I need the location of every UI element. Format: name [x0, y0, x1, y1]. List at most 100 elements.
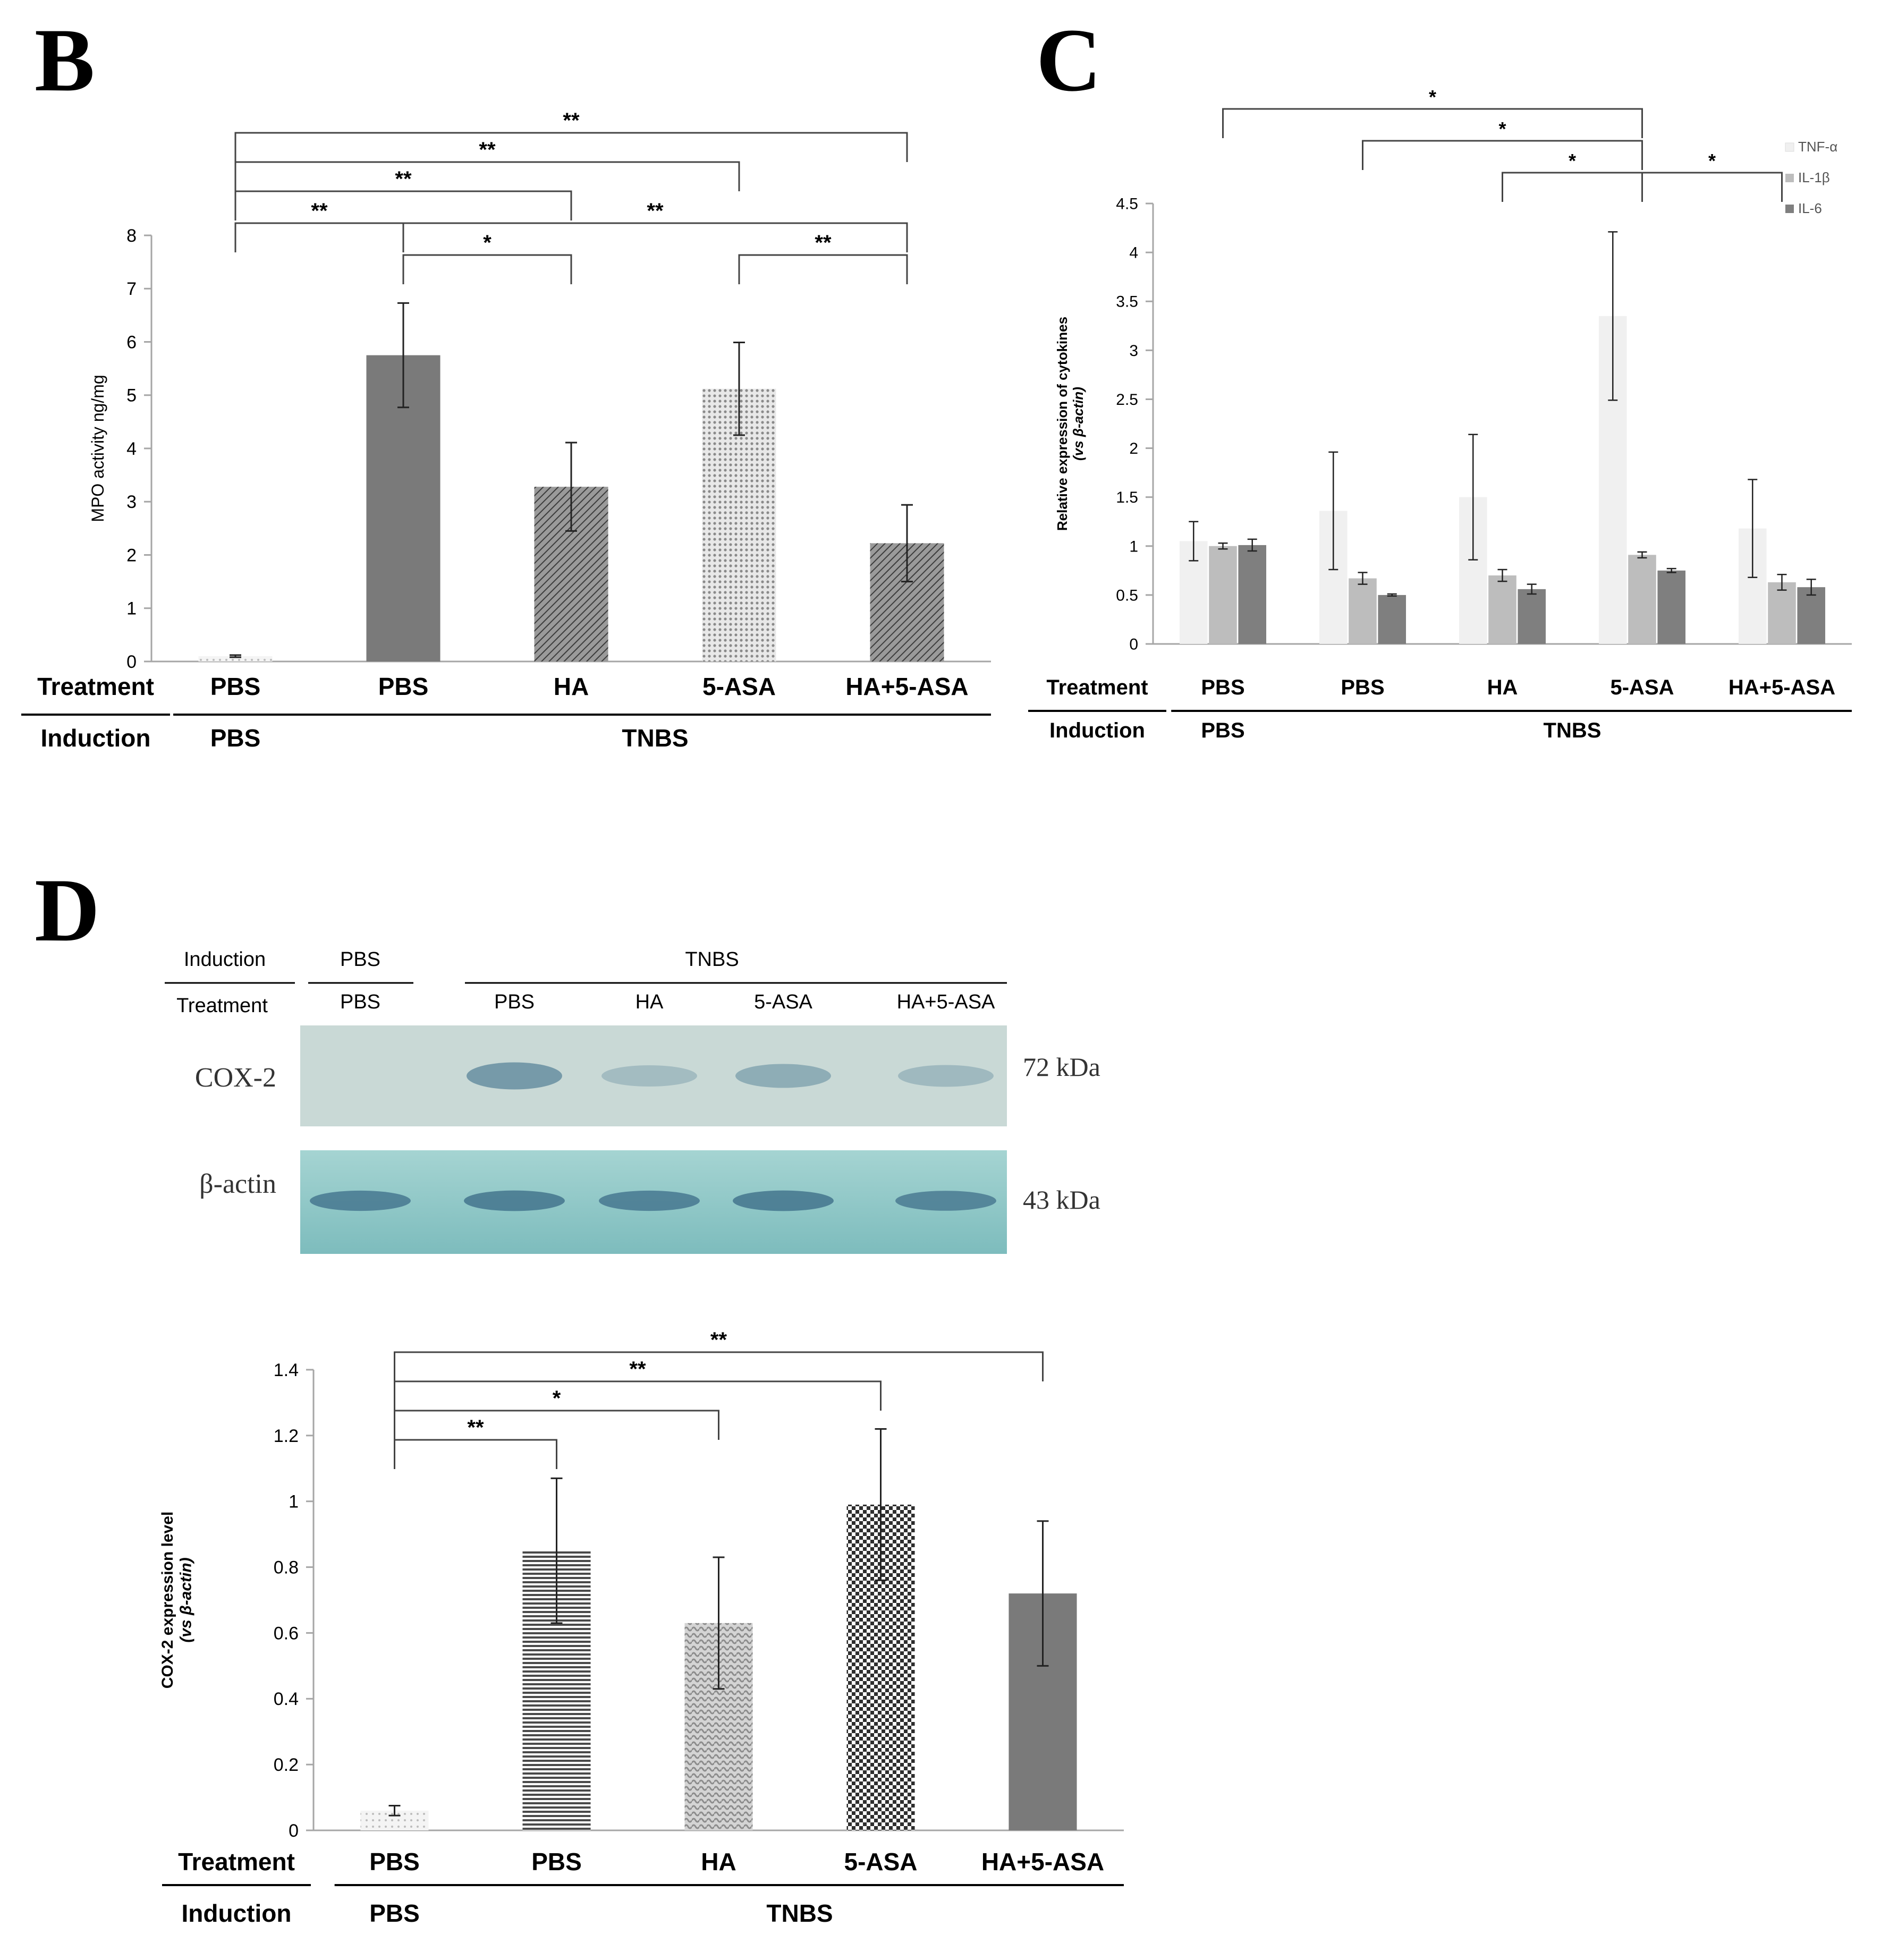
y-tick-label: 2 [1129, 440, 1138, 457]
blot-row-label: COX-2 [195, 1063, 276, 1093]
induction-group-label: TNBS [1544, 719, 1602, 742]
category-label: PBS [1341, 676, 1384, 699]
significance-label: ** [395, 167, 412, 191]
row-label-induction: Induction [41, 724, 151, 752]
y-tick-label: 1 [289, 1492, 299, 1512]
category-label: PBS [369, 1848, 420, 1876]
category-label: HA [701, 1848, 736, 1876]
y-tick-label: 2.5 [1116, 391, 1138, 409]
legend-label: IL-1β [1798, 169, 1830, 185]
legend-label: TNF-α [1798, 139, 1837, 155]
blot-lane-label: PBS [494, 991, 535, 1013]
panel-letter-c: C [1036, 10, 1101, 110]
western-blot-cox2: Induction Treatment PBS TNBS PBS PBS HA 5-ASA HA… [165, 948, 1100, 1254]
y-tick-label: 7 [126, 279, 137, 299]
legend-swatch [1785, 174, 1794, 182]
significance-label: ** [815, 231, 832, 254]
bar-il1 [1768, 582, 1796, 644]
y-axis-label-secondary: (vs β-actin) [1070, 387, 1086, 461]
bar-1 [198, 656, 273, 661]
chart-d-cox2-expression: 0 0.2 0.4 0.6 0.8 1 1.2 1.4 COX-2 expression lev… [159, 1328, 1124, 1927]
y-tick-label: 4.5 [1116, 196, 1138, 213]
y-tick-label: 0.8 [274, 1557, 299, 1577]
significance-label: * [1708, 150, 1716, 172]
significance-bracket [394, 1351, 1044, 1381]
panel-letter-b: B [35, 10, 95, 110]
induction-group-label: PBS [369, 1899, 420, 1927]
legend-swatch [1785, 205, 1794, 213]
y-axis-label: MPO activity ng/mg [88, 375, 107, 522]
significance-label: * [553, 1387, 561, 1410]
y-tick-label: 4 [126, 439, 137, 459]
y-tick-label: 1 [126, 599, 137, 619]
significance-label: ** [710, 1328, 727, 1352]
bar-il6 [1238, 545, 1267, 644]
category-label: 5-ASA [844, 1848, 917, 1876]
category-label: 5-ASA [702, 673, 776, 700]
y-tick-label: 3.5 [1116, 293, 1138, 311]
significance-label: ** [629, 1357, 646, 1381]
y-axis-label-secondary: (vs β-actin) [177, 1557, 195, 1642]
blot-strip-cox2 [300, 1025, 1007, 1126]
induction-group-label: PBS [210, 724, 261, 752]
bar-il1 [1628, 555, 1656, 644]
category-label: HA [554, 673, 589, 700]
y-tick-label: 0.4 [274, 1689, 299, 1709]
blot-induction-group: PBS [340, 948, 380, 971]
bar-il1 [1488, 575, 1516, 644]
category-label: HA [1487, 676, 1518, 699]
category-label: PBS [378, 673, 429, 700]
blot-lane-label: 5-ASA [754, 991, 812, 1013]
row-label-induction: Induction [1049, 719, 1145, 742]
category-label: HA+5-ASA [981, 1848, 1104, 1876]
blot-row-label: β-actin [199, 1169, 276, 1199]
significance-bracket [1222, 108, 1643, 138]
blot-induction-group: TNBS [685, 948, 739, 971]
blot-band-cox2 [601, 1065, 697, 1087]
significance-bracket [402, 222, 908, 252]
row-label-treatment: Treatment [37, 673, 154, 700]
significance-bracket [234, 190, 572, 220]
blot-size-label: 43 kDa [1023, 1185, 1100, 1215]
blot-band-actin [599, 1190, 700, 1211]
y-tick-label: 0 [126, 652, 137, 672]
significance-label: * [1429, 86, 1436, 108]
bar-il6 [1378, 595, 1406, 644]
significance-bracket [1641, 172, 1783, 202]
y-tick-label: 5 [126, 386, 137, 406]
significance-label: ** [563, 109, 580, 132]
row-label-treatment: Treatment [1046, 676, 1148, 699]
significance-bracket [402, 254, 572, 284]
blot-band-cox2 [898, 1065, 994, 1087]
significance-label: * [1498, 118, 1506, 140]
significance-bracket [234, 132, 908, 162]
bar-il6 [1797, 587, 1826, 644]
y-tick-label: 2 [126, 545, 137, 565]
y-tick-label: 1.2 [274, 1426, 299, 1446]
blot-band-cox2 [735, 1064, 831, 1088]
y-axis-label: Relative expression of cytokines [1054, 317, 1070, 531]
significance-label: * [483, 231, 492, 254]
chart-c-cytokines: 0 0.5 1 1.5 2 2.5 3 3.5 4 4.5 Relative expression … [1028, 86, 1852, 742]
bar-il1 [1209, 546, 1237, 644]
y-tick-label: 3 [1129, 342, 1138, 360]
significance-label: ** [479, 138, 496, 162]
significance-bracket [234, 222, 404, 252]
category-label: HA+5-ASA [1728, 676, 1835, 699]
blot-lane-label: PBS [340, 991, 380, 1013]
y-tick-label: 1.4 [274, 1360, 299, 1380]
y-tick-label: 0 [289, 1821, 299, 1841]
y-tick-label: 0 [1129, 636, 1138, 654]
bar-il6 [1657, 570, 1686, 644]
blot-induction-label: Induction [184, 948, 266, 971]
significance-label: ** [311, 199, 328, 223]
significance-bracket [394, 1380, 882, 1411]
legend-swatch [1785, 142, 1794, 152]
y-tick-label: 3 [126, 492, 137, 512]
y-tick-label: 1.5 [1116, 489, 1138, 506]
category-label: PBS [531, 1848, 582, 1876]
blot-lane-label: HA+5-ASA [897, 991, 995, 1013]
row-label-treatment: Treatment [178, 1848, 295, 1876]
blot-band-actin [733, 1190, 834, 1211]
